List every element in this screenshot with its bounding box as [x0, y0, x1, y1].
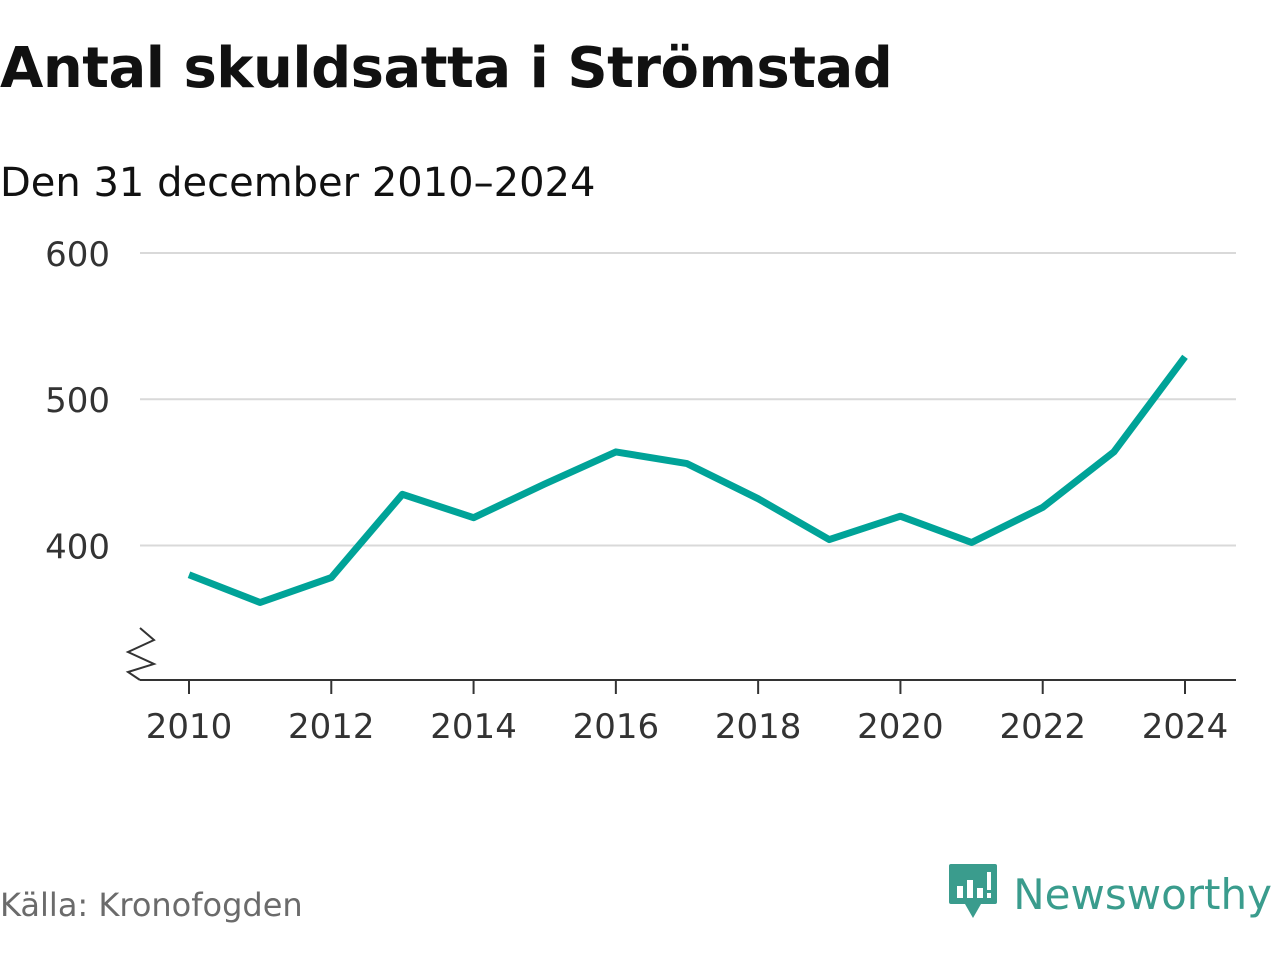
chart-title: Antal skuldsatta i Strömstad — [0, 36, 893, 101]
y-tick-labels: 400 500 600 — [45, 235, 110, 567]
x-tick-label: 2014 — [430, 707, 517, 747]
x-tick-label: 2024 — [1142, 707, 1229, 747]
series-line — [187, 354, 1188, 606]
x-tick-label: 2018 — [715, 707, 802, 747]
x-tick-label: 2010 — [146, 707, 233, 747]
axis-break-mark — [125, 627, 157, 681]
newsworthy-logo-icon — [947, 862, 999, 926]
brand-logo: Newsworthy — [947, 862, 1272, 926]
y-tick-label: 600 — [45, 235, 110, 275]
chart-subtitle: Den 31 december 2010–2024 — [0, 160, 596, 206]
x-tick-label: 2020 — [857, 707, 944, 747]
y-tick-label: 500 — [45, 381, 110, 421]
source-note: Källa: Kronofogden — [0, 886, 303, 924]
x-axis — [125, 627, 1236, 681]
y-tick-label: 400 — [45, 527, 110, 567]
grid-lines — [140, 252, 1236, 547]
x-tick-labels: 2010 2012 2014 2016 2018 2020 2022 2024 — [146, 680, 1229, 747]
series-lines — [187, 354, 1188, 606]
x-tick-label: 2016 — [573, 707, 660, 747]
x-tick-label: 2022 — [999, 707, 1086, 747]
brand-name: Newsworthy — [1013, 869, 1272, 919]
x-tick-label: 2012 — [288, 707, 375, 747]
